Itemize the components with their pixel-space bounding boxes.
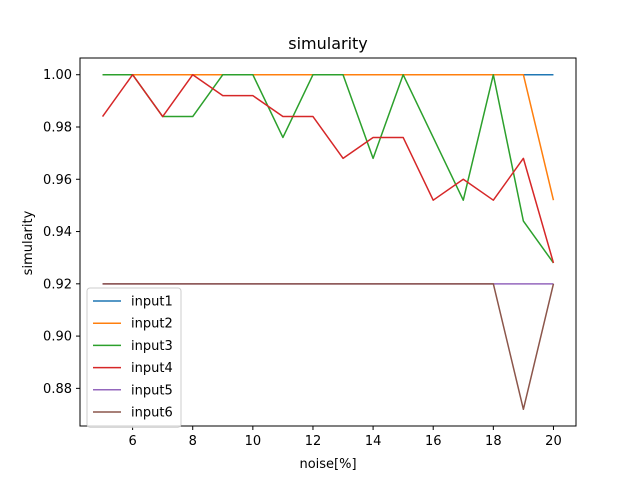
chart-title: simularity xyxy=(288,34,368,53)
x-tick-label: 6 xyxy=(128,434,136,449)
plot-area xyxy=(79,57,577,427)
legend-label-input1: input1 xyxy=(131,295,173,310)
legend-label-input2: input2 xyxy=(131,317,173,332)
x-tick-label: 16 xyxy=(425,434,442,449)
legend-label-input3: input3 xyxy=(131,339,173,354)
y-tick-label: 0.88 xyxy=(43,382,72,397)
y-tick-label: 0.90 xyxy=(43,330,72,345)
y-tick-label: 0.92 xyxy=(43,277,72,292)
series-line-input6 xyxy=(102,283,555,411)
x-axis-label: noise[%] xyxy=(299,457,356,472)
y-tick-label: 0.98 xyxy=(43,121,72,136)
x-axis: 6 8 10 12 14 16 18 20 xyxy=(128,426,562,449)
plot-frame xyxy=(79,57,577,427)
legend-label-input6: input6 xyxy=(131,406,173,421)
legend-label-input5: input5 xyxy=(131,383,173,398)
y-axis-label: simularity xyxy=(21,210,36,275)
x-tick-label: 20 xyxy=(545,434,562,449)
x-tick-label: 18 xyxy=(485,434,502,449)
x-tick-label: 8 xyxy=(189,434,197,449)
x-tick-label: 10 xyxy=(245,434,262,449)
y-tick-label: 0.94 xyxy=(43,225,72,240)
legend: input1 input2 input3 input4 input5 input6 xyxy=(86,287,182,428)
x-tick-label: 12 xyxy=(305,434,322,449)
y-tick-label: 0.96 xyxy=(43,173,72,188)
y-axis: 0.88 0.90 0.92 0.94 0.96 0.98 1.00 xyxy=(43,68,80,397)
x-tick-label: 14 xyxy=(365,434,382,449)
series-line-input4 xyxy=(101,73,555,264)
series-line-input3 xyxy=(102,73,555,264)
y-tick-label: 1.00 xyxy=(43,68,72,83)
series-lines xyxy=(101,73,555,411)
legend-label-input4: input4 xyxy=(131,361,173,376)
